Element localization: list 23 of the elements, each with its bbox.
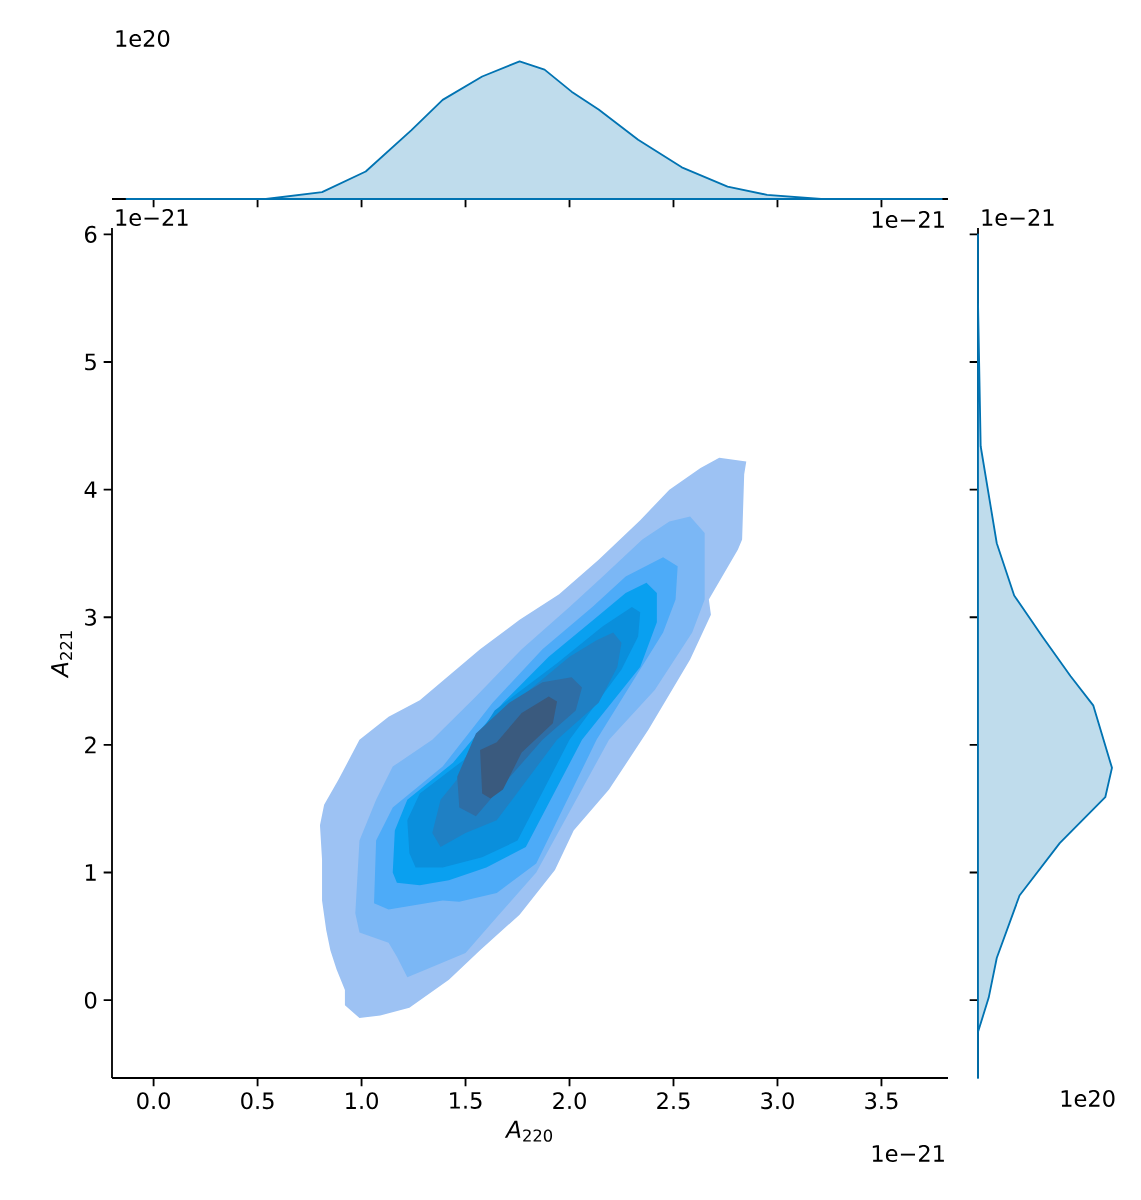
x-tick-label: 0.0 [137, 1092, 170, 1110]
y-tick-label: 3 [85, 608, 96, 626]
y-tick-label: 0 [84, 991, 97, 1009]
x-tick-label: 3.0 [761, 1092, 794, 1110]
y-tick-label: 2 [85, 736, 96, 754]
text: 1e−21 [982, 208, 1054, 226]
y-tick-label: 6 [85, 225, 97, 243]
x-tick-label: 1.0 [346, 1092, 378, 1110]
y-tick-label: 1 [85, 864, 96, 881]
text: 1e−21 [872, 1144, 944, 1163]
x-tick-label: 3.5 [865, 1092, 898, 1110]
x-tick-label: 2.5 [657, 1092, 690, 1110]
text: 1e−21 [116, 208, 188, 226]
x-tick-label: 2.0 [553, 1092, 586, 1110]
y-tick-label: 5 [85, 353, 96, 371]
y-tick-label: 4 [84, 481, 97, 498]
x-tick-label: 1.5 [450, 1092, 482, 1109]
y-axis-title: A$_{221}$ [51, 631, 73, 679]
x-tick-label: 0.5 [241, 1092, 274, 1110]
text: 1e20 [116, 29, 170, 47]
text: 1e20 [1061, 1089, 1115, 1108]
annotation: 1e−21 [872, 210, 944, 228]
x-axis-title: A$_{220}$ [504, 1120, 553, 1142]
